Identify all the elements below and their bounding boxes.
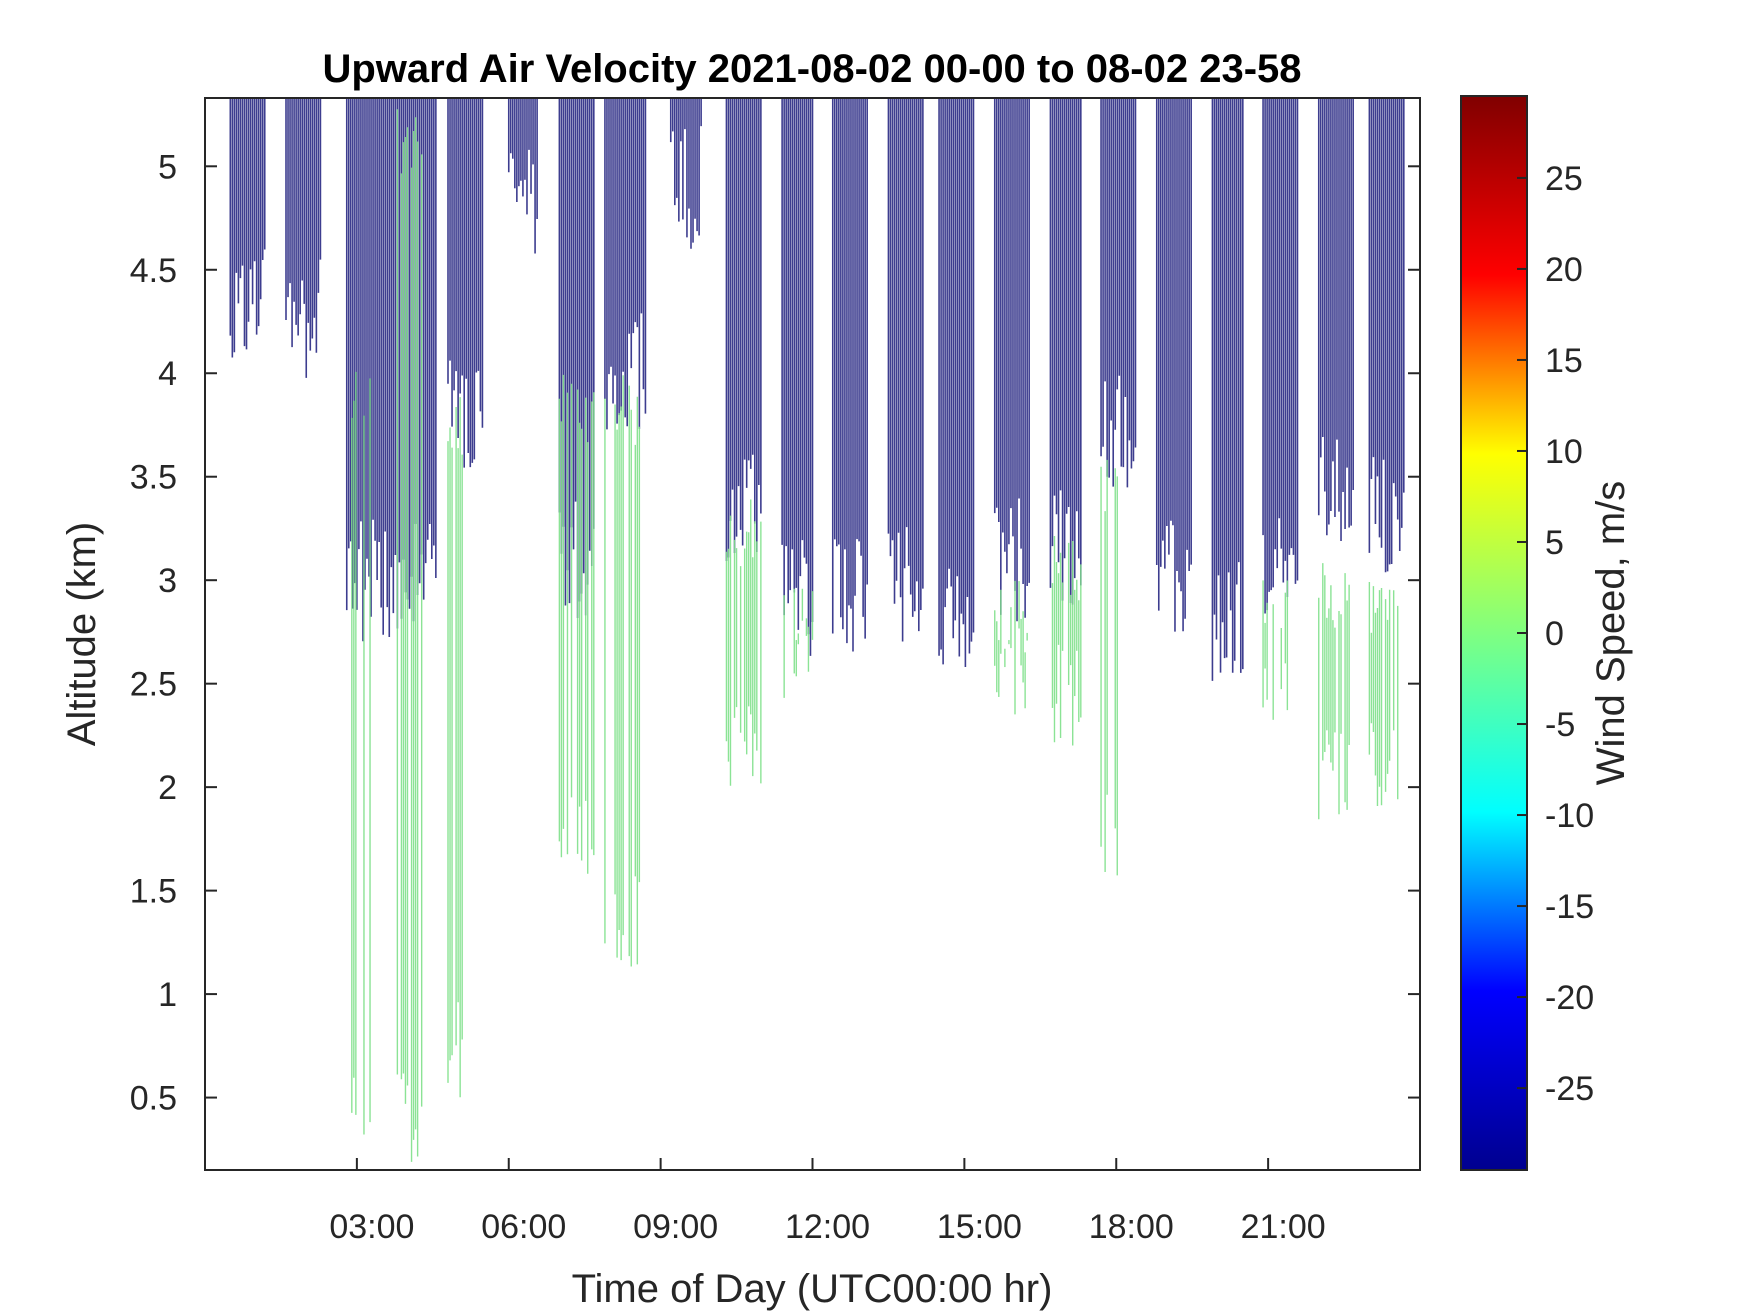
colorbar-tick-label: 5	[1545, 524, 1564, 562]
colorbar-tick-label: -15	[1545, 888, 1594, 926]
heatmap-data	[229, 98, 1405, 1162]
velocity-burst	[993, 98, 1030, 622]
colorbar-tick-label: 25	[1545, 160, 1583, 198]
near-zero-burst	[1051, 535, 1082, 746]
velocity-burst	[229, 98, 266, 358]
colorbar-tick-label: 10	[1545, 433, 1583, 471]
y-tick-label: 1	[158, 976, 177, 1014]
near-zero-burst	[396, 109, 423, 1162]
colorbar-tick-label: 15	[1545, 342, 1583, 380]
velocity-burst	[669, 98, 702, 249]
colorbar-tick-label: 0	[1545, 615, 1564, 653]
chart-title: Upward Air Velocity 2021-08-02 00-00 to …	[322, 47, 1301, 91]
velocity-burst	[1211, 98, 1244, 681]
x-tick-label: 15:00	[937, 1208, 1022, 1246]
velocity-burst	[781, 98, 814, 656]
velocity-burst	[285, 98, 322, 378]
velocity-burst	[507, 98, 538, 254]
near-zero-burst	[604, 375, 641, 967]
velocity-burst	[938, 98, 975, 667]
y-tick-label: 2	[158, 769, 177, 807]
near-zero-burst	[1318, 563, 1350, 820]
velocity-burst	[887, 98, 924, 642]
y-tick-label: 0.5	[130, 1080, 177, 1118]
x-axis-label: Time of Day (UTC00:00 hr)	[572, 1267, 1053, 1311]
velocity-burst	[1100, 98, 1137, 488]
x-tick-label: 21:00	[1241, 1208, 1326, 1246]
y-tick-label: 2.5	[130, 666, 177, 704]
near-zero-burst	[783, 588, 814, 698]
x-axis-ticks: 03:00 06:00 09:00 12:00 15:00 18:00 21:00	[329, 1158, 1326, 1246]
near-zero-burst	[1262, 580, 1289, 720]
velocity-burst	[1155, 98, 1192, 632]
near-zero-burst	[994, 580, 1028, 715]
velocity-burst	[1262, 98, 1299, 614]
velocity-burst	[1368, 98, 1405, 573]
colorbar-ticks: 25 20 15 10 5 0 -5 -10 -15 -20 -25	[1517, 160, 1594, 1108]
x-tick-label: 09:00	[633, 1208, 718, 1246]
colorbar-tick-label: -10	[1545, 797, 1594, 835]
velocity-burst	[604, 98, 647, 430]
y-tick-label: 1.5	[130, 873, 177, 911]
velocity-burst	[725, 98, 762, 562]
velocity-burst	[831, 98, 868, 652]
near-zero-burst	[447, 397, 463, 1098]
velocity-burst	[447, 98, 484, 468]
velocity-burst	[1049, 98, 1082, 605]
x-tick-label: 06:00	[481, 1208, 566, 1246]
y-tick-label: 4.5	[130, 252, 177, 290]
colorbar-tick-label: -20	[1545, 979, 1594, 1017]
x-tick-label: 03:00	[329, 1208, 414, 1246]
colorbar-tick-label: -25	[1545, 1070, 1594, 1108]
y-axis-label: Altitude (km)	[60, 522, 104, 747]
y-tick-label: 5	[158, 148, 177, 186]
near-zero-burst	[1368, 581, 1399, 806]
y-tick-label: 3.5	[130, 459, 177, 497]
y-tick-label: 4	[158, 355, 177, 393]
colorbar-label: Wind Speed, m/s	[1589, 481, 1633, 786]
colorbar-tick-label: 20	[1545, 251, 1583, 289]
near-zero-burst	[1100, 459, 1118, 876]
y-axis-ticks: 0.5 1 1.5 2 2.5 3 3.5 4 4.5 5	[130, 148, 1420, 1118]
near-zero-burst	[725, 499, 762, 786]
x-tick-label: 12:00	[785, 1208, 870, 1246]
near-zero-burst	[351, 371, 371, 1135]
near-zero-burst	[558, 374, 595, 874]
colorbar	[1460, 95, 1528, 1171]
y-tick-label: 3	[158, 562, 177, 600]
velocity-burst	[1317, 98, 1354, 542]
x-tick-label: 18:00	[1089, 1208, 1174, 1246]
colorbar-tick-label: -5	[1545, 706, 1575, 744]
